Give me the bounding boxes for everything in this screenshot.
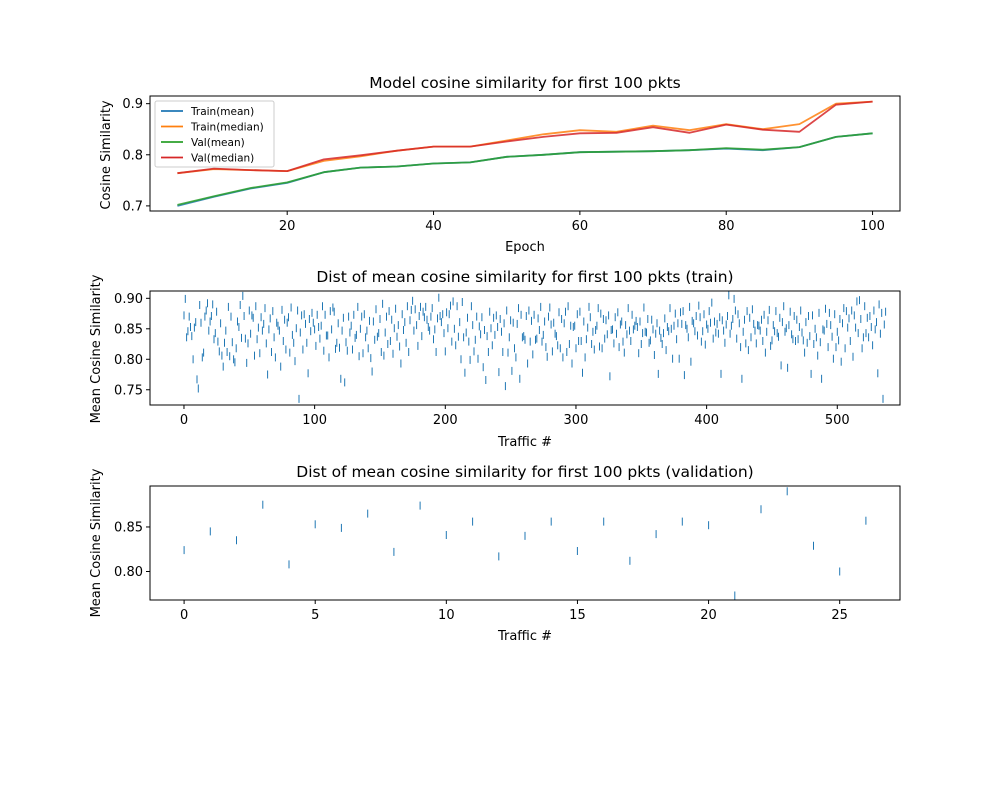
y-axis-label: Cosine Similarity — [99, 100, 114, 210]
chart-title: Dist of mean cosine similarity for first… — [316, 268, 733, 286]
legend-box — [154, 100, 275, 168]
legend: Train(mean) Train(median) Val(mean) Val(med… — [154, 100, 275, 168]
plot-frame — [149, 290, 901, 406]
plot-frame — [149, 485, 901, 601]
x-tick-label: 400 — [694, 413, 719, 428]
x-tick-label: 500 — [825, 413, 850, 428]
legend-label: Val(mean) — [191, 137, 245, 149]
train-distribution-chart: Dist of mean cosine similarity for first… — [89, 268, 901, 450]
x-tick-label: 10 — [438, 608, 455, 623]
plot-data — [183, 487, 867, 600]
y-tick-label: 0.85 — [114, 322, 143, 337]
chart-title: Dist of mean cosine similarity for first… — [296, 463, 753, 481]
x-tick-label: 80 — [718, 219, 735, 234]
y-tick-label: 0.9 — [122, 97, 143, 112]
chart-title: Model cosine similarity for first 100 pk… — [369, 74, 681, 92]
y-tick-label: 0.80 — [114, 565, 143, 580]
x-tick-label: 0 — [180, 608, 188, 623]
y-axis-label: Mean Cosine Similarity — [89, 274, 104, 423]
plot-data — [177, 100, 873, 207]
y-tick-label: 0.8 — [122, 148, 143, 163]
x-tick-label: 60 — [572, 219, 589, 234]
legend-label: Train(median) — [190, 121, 264, 133]
y-tick-label: 0.80 — [114, 353, 143, 368]
legend-label: Val(median) — [191, 152, 254, 164]
legend-label: Train(mean) — [190, 106, 254, 118]
x-tick-label: 40 — [425, 219, 442, 234]
x-axis-label: Traffic # — [497, 435, 552, 450]
x-tick-label: 300 — [564, 413, 589, 428]
y-axis-label: Mean Cosine Similarity — [89, 468, 104, 617]
y-tick-label: 0.85 — [114, 520, 143, 535]
epoch-line-chart: Model cosine similarity for first 100 pk… — [99, 74, 901, 255]
x-tick-label: 100 — [302, 413, 327, 428]
series-line-val-mean — [177, 132, 873, 206]
plot-frame — [149, 95, 901, 212]
x-axis-label: Traffic # — [497, 629, 552, 644]
plot-data — [183, 291, 887, 403]
x-tick-label: 0 — [180, 413, 188, 428]
x-tick-label: 25 — [831, 608, 848, 623]
series-line-val-median — [177, 100, 873, 175]
x-tick-label: 100 — [860, 219, 885, 234]
y-tick-label: 0.7 — [122, 199, 143, 214]
x-tick-label: 15 — [569, 608, 586, 623]
x-tick-label: 20 — [279, 219, 296, 234]
x-tick-label: 5 — [311, 608, 319, 623]
x-tick-label: 20 — [700, 608, 717, 623]
y-tick-label: 0.90 — [114, 292, 143, 307]
x-tick-label: 200 — [433, 413, 458, 428]
validation-distribution-chart: Dist of mean cosine similarity for first… — [89, 463, 901, 644]
x-axis-label: Epoch — [505, 240, 545, 255]
y-tick-label: 0.75 — [114, 383, 143, 398]
